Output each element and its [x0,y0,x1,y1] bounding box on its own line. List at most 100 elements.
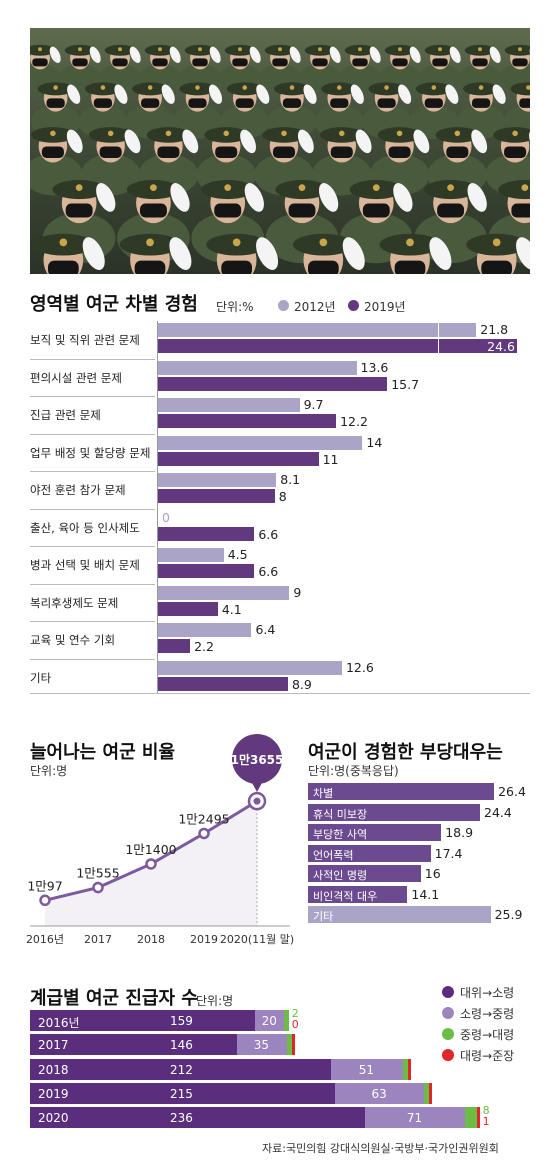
promotion-legend-label: 중령→대령 [460,1028,515,1042]
bar-2019 [158,451,319,466]
cap-shape [498,180,530,200]
glove-hand-shape [303,84,317,104]
cap-badge-shape [78,47,82,52]
unfair-value-label: 16 [424,866,441,881]
highlight-bubble-pointer [251,781,263,792]
glove-hand-shape [208,84,223,104]
promotion-legend-label: 대령→준장 [460,1049,515,1063]
promotion-legend-swatch [442,1028,454,1040]
value-label-2012: 4.5 [227,547,248,562]
chart1-category-label: 진급 관련 문제 [30,408,101,422]
glove-hand-shape [82,237,105,270]
cap-badge-shape [339,130,345,137]
promotion-legend-label: 대위→소령 [460,986,515,1000]
unfair-bar [308,865,421,882]
unfair-value-label: 14.1 [411,886,440,902]
promotion-segment [283,1010,289,1031]
value-label-2019: 24.6 [487,339,515,354]
line-point [145,858,157,870]
x-tick-label: 2017 [84,933,112,946]
cap-badge-shape [238,47,242,52]
mask-shape [288,203,316,218]
promotion-value-label: 146 [170,1038,193,1053]
value-label-2012: 21.8 [480,322,509,337]
bar-2019 [158,376,388,391]
promotion-value-label: 35 [253,1038,270,1053]
point-value-label: 1만1400 [125,842,176,857]
promotion-year-label: 2018 [38,1062,69,1077]
chart1-axis-line [157,321,158,694]
chart1-category-label: 병과 선택 및 배치 문제 [30,558,140,572]
promotion-value-label: 236 [170,1111,193,1126]
bar-2012 [158,435,363,450]
glove-hand-shape [393,183,413,212]
mask-shape [504,146,527,158]
cap-badge-shape [512,130,518,137]
unfair-value-label: 25.9 [494,907,523,922]
mask-shape [139,203,167,218]
mask-shape [134,260,166,274]
cap-badge-shape [454,130,461,137]
highlight-bubble [232,734,282,784]
cap-badge-shape [75,184,83,191]
cap-badge-shape [398,47,402,52]
cap-badge-shape [146,238,154,247]
unfair-bar [308,906,491,923]
value-label-2012: 9.7 [303,397,324,412]
glove-hand-shape [297,129,314,154]
section1-title: 영역별 여군 차별 경험 [30,294,198,315]
chart1-category-label: 보직 및 직위 관련 문제 [30,333,140,347]
glove-hand-shape [409,46,421,63]
cap-badge-shape [298,184,306,191]
x-tick-label: 2019 [190,933,218,946]
legend-2019-label: 2019년 [364,300,406,314]
promotion-year-label: 2017 [38,1038,69,1053]
bar-2019 [158,601,218,616]
bar-2019 [158,339,518,353]
cap-badge-shape [242,85,248,90]
line-point [92,881,104,894]
cap-badge-shape [53,85,58,90]
unfair-value-label: 17.4 [434,845,463,861]
glove-hand-shape [516,237,530,270]
bar-2012-divider [438,323,440,353]
cap-badge-shape [478,85,484,90]
promotion-segment [364,1107,466,1129]
promotion-value-label: 212 [170,1062,193,1077]
unfair-treatment-chart: 차별 26.4 휴식 미보장 24.4 부당한 사역 18.9 언어폭력 17.4 사적인 명령… [308,783,526,923]
mask-shape [512,58,528,67]
promotion-segment [330,1058,403,1080]
glove-hand-shape [329,46,341,63]
section4-unit: 단위:명 [196,994,234,1008]
section2-title: 늘어나는 여군 비율 [30,742,176,763]
mask-shape [377,98,396,108]
chart1-category-label: 기타 [30,670,52,685]
mask-shape [330,146,353,158]
cap-badge-shape [147,85,153,90]
cap-shape [30,44,56,56]
mask-shape [272,146,296,158]
glove-hand-shape [369,46,381,63]
unfair-category-label: 사적인 명령 [313,869,368,882]
section1-unit: 단위:% [216,300,254,314]
glove-hand-shape [413,129,430,154]
promotion-year-label: 2019 [38,1086,69,1101]
value-label-2019: 15.7 [391,376,420,392]
mask-shape [481,260,513,274]
chart1-category-label: 출산, 육아 등 인사제도 [30,520,140,535]
glove-hand-shape [355,129,372,154]
chart1-category-label: 업무 배정 및 할당량 문제 [30,445,151,460]
cap-badge-shape [224,184,232,191]
cap-badge-shape [195,85,200,90]
promotion-value-label-s3: 8 [482,1104,490,1118]
highlight-value-label: 1만3655 [231,752,284,767]
section4-title: 계급별 여군 진급자 수 [30,988,198,1009]
mask-shape [437,203,465,218]
chart1-row-separator [30,508,155,510]
mask-shape [93,98,113,108]
line-point [39,894,51,907]
glove-hand-shape [49,46,61,63]
mask-shape [424,98,443,108]
promotion-legend-swatch [442,986,454,998]
glove-hand-shape [161,84,175,104]
